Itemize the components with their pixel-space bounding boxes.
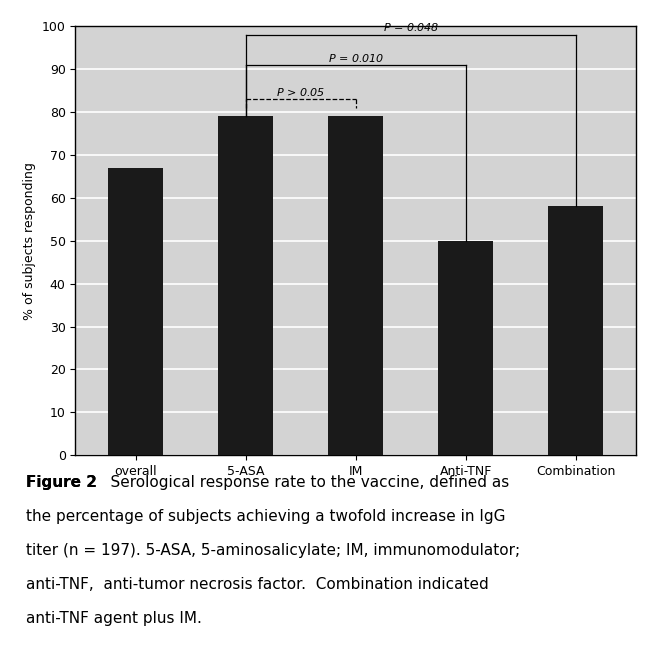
Y-axis label: % of subjects responding: % of subjects responding — [23, 162, 36, 320]
Text: Serological response rate to the vaccine, defined as: Serological response rate to the vaccine… — [91, 475, 509, 490]
Text: the percentage of subjects achieving a twofold increase in IgG: the percentage of subjects achieving a t… — [26, 509, 506, 524]
Text: Figure 2: Figure 2 — [26, 475, 97, 490]
Text: titer (n = 197). 5-ASA, 5-aminosalicylate; IM, immunomodulator;: titer (n = 197). 5-ASA, 5-aminosalicylat… — [26, 543, 520, 558]
Text: $P$ = 0.048: $P$ = 0.048 — [382, 22, 439, 33]
Bar — [108, 168, 163, 455]
Bar — [329, 117, 383, 455]
Text: $P$ = 0.010: $P$ = 0.010 — [328, 52, 384, 64]
Text: $P$ > 0.05: $P$ > 0.05 — [276, 86, 325, 98]
Text: Figure 2: Figure 2 — [26, 475, 97, 490]
Bar — [438, 241, 493, 455]
Text: anti-TNF agent plus IM.: anti-TNF agent plus IM. — [26, 611, 202, 626]
Bar — [218, 117, 274, 455]
Bar — [548, 206, 604, 455]
Text: anti-TNF,  anti-tumor necrosis factor.  Combination indicated: anti-TNF, anti-tumor necrosis factor. Co… — [26, 577, 489, 592]
